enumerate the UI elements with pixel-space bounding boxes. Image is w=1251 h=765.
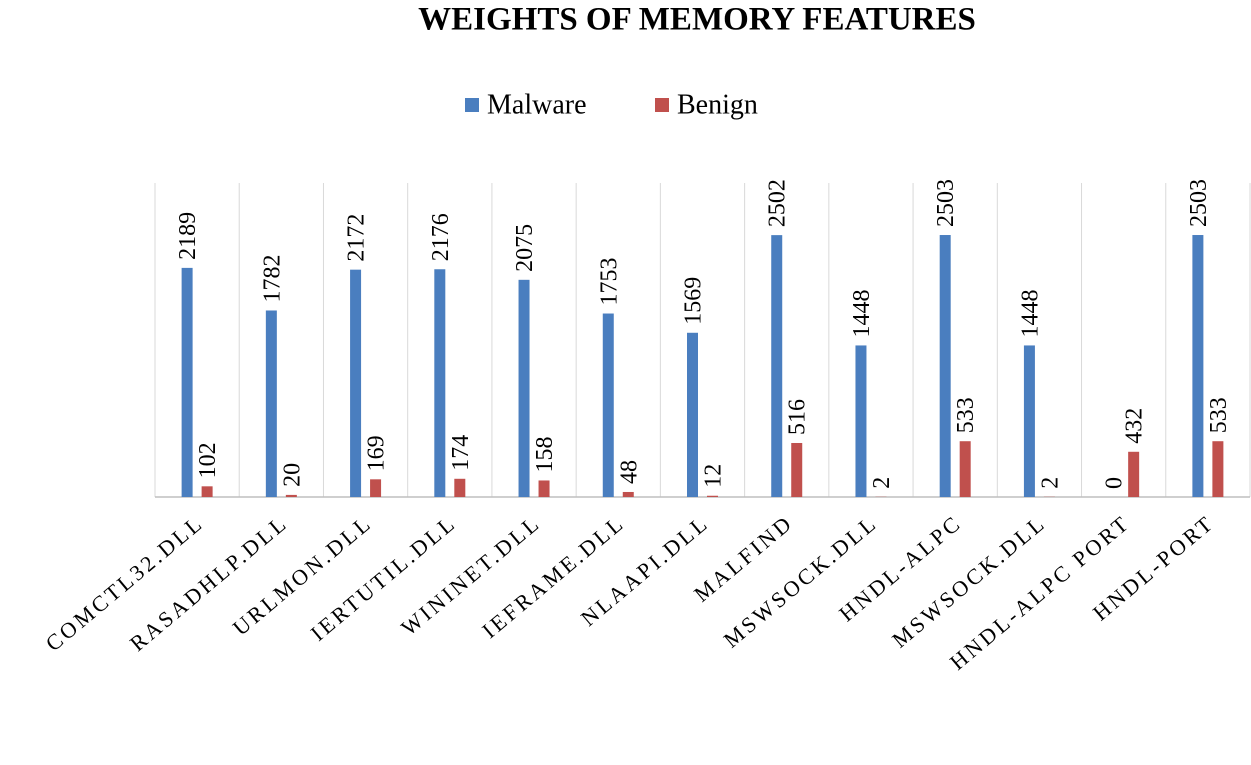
- data-label: 1782: [259, 254, 285, 302]
- data-label: 20: [279, 463, 305, 487]
- data-label: 1448: [1017, 289, 1043, 337]
- bar: [791, 442, 803, 497]
- bar: [518, 279, 530, 497]
- data-label: 0: [1102, 477, 1128, 489]
- bar: [1212, 441, 1224, 497]
- data-label: 158: [532, 436, 558, 472]
- data-label: 102: [195, 442, 221, 478]
- data-label: 2502: [765, 179, 791, 227]
- data-label: 2172: [344, 214, 370, 262]
- bar: [939, 235, 951, 497]
- legend-label: Benign: [677, 89, 758, 120]
- data-label: 1753: [596, 258, 622, 306]
- data-label: 533: [1206, 397, 1232, 433]
- bar: [1128, 451, 1140, 497]
- legend-swatch: [465, 98, 479, 112]
- x-tick-label: COMCTL32.DLL: [41, 510, 209, 656]
- data-label: 2075: [512, 224, 538, 272]
- bar: [707, 495, 718, 497]
- bar: [687, 332, 698, 497]
- x-tick-label: IERTUTIL.DLL: [306, 510, 461, 646]
- bar: [434, 269, 446, 497]
- bar: [454, 478, 466, 497]
- data-label: 432: [1122, 408, 1148, 444]
- data-label: 2503: [1186, 179, 1212, 227]
- data-label: 48: [616, 460, 642, 484]
- bar: [285, 494, 297, 497]
- x-tick-label: RASADHLP.DLL: [125, 510, 293, 656]
- legend-label: Malware: [487, 89, 587, 120]
- bar: [1023, 345, 1035, 497]
- data-label: 2189: [175, 212, 201, 260]
- data-label: 1569: [681, 277, 707, 325]
- data-label: 12: [701, 464, 727, 488]
- data-label: 2: [1037, 477, 1063, 489]
- data-label: 2176: [428, 213, 454, 261]
- data-label: 2: [869, 477, 895, 489]
- data-label: 174: [448, 435, 474, 471]
- x-tick-label: WININET.DLL: [396, 510, 545, 641]
- bar: [855, 345, 867, 497]
- bar: [622, 491, 634, 497]
- data-label: 169: [364, 435, 390, 471]
- x-tick-label: MSWSOCK.DLL: [887, 510, 1051, 653]
- bar: [350, 269, 362, 497]
- bar: [265, 310, 277, 497]
- data-label: 2503: [933, 179, 959, 227]
- bar: [1192, 235, 1204, 497]
- data-label: 516: [785, 399, 811, 435]
- bar: [771, 235, 783, 497]
- data-label: 1448: [849, 289, 875, 337]
- x-tick-label: URLMON.DLL: [228, 510, 377, 641]
- x-tick-label: IEFRAME.DLL: [477, 510, 629, 643]
- bar: [959, 441, 971, 497]
- legend-swatch: [655, 98, 669, 112]
- bar: [370, 479, 382, 497]
- bar: [602, 313, 614, 497]
- chart-title: WEIGHTS OF MEMORY FEATURES: [418, 2, 976, 38]
- bar: [181, 267, 193, 497]
- data-label: 533: [953, 397, 979, 433]
- bar: [538, 480, 550, 497]
- bar: [201, 486, 213, 497]
- x-tick-label: MSWSOCK.DLL: [719, 510, 883, 653]
